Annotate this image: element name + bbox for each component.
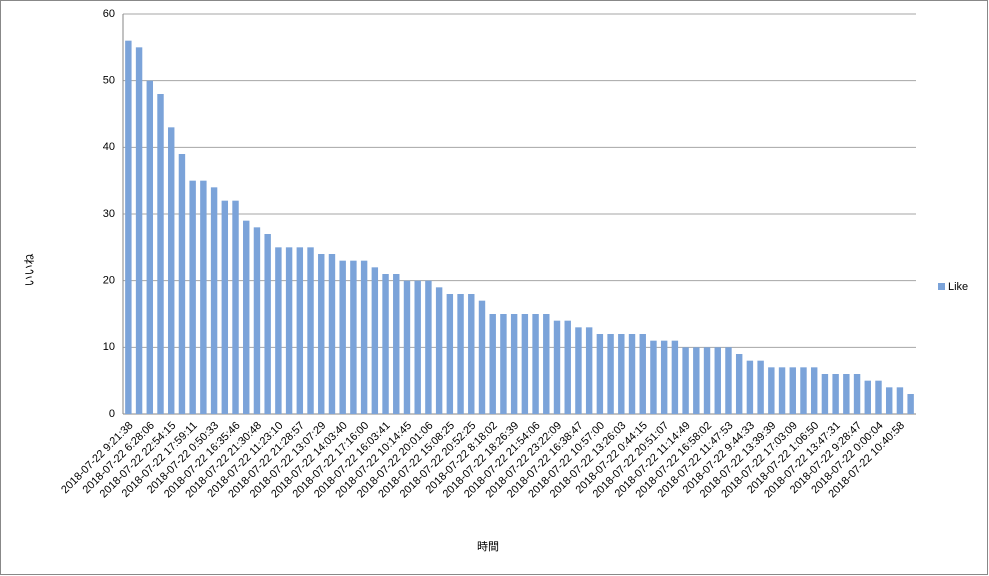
bar [650, 340, 657, 414]
bar [639, 334, 646, 414]
bar [510, 314, 518, 414]
x-axis-title: 時間 [477, 540, 499, 553]
bar [746, 360, 754, 414]
bar [735, 354, 743, 414]
bar [125, 40, 132, 415]
bar [446, 294, 454, 414]
y-tick-label: 0 [109, 408, 115, 420]
bar [864, 380, 871, 414]
bar [778, 367, 786, 414]
bar [725, 347, 732, 414]
bar [275, 247, 282, 414]
bar [296, 247, 304, 414]
bar [800, 367, 807, 414]
bar [789, 367, 796, 414]
bar [682, 347, 689, 414]
bar [907, 394, 914, 414]
bar [457, 294, 464, 414]
bar [596, 334, 604, 414]
bar [810, 367, 818, 414]
bar [478, 300, 486, 414]
bar [382, 274, 389, 414]
bar [757, 360, 764, 414]
bar [532, 314, 539, 414]
y-tick-label: 50 [103, 75, 115, 87]
bar [307, 247, 314, 414]
y-tick-label: 10 [103, 341, 115, 353]
bar [393, 274, 400, 414]
bar [146, 80, 154, 415]
bar [660, 340, 668, 414]
bar [703, 347, 711, 414]
bar [843, 374, 850, 414]
bar [468, 294, 475, 414]
bar [200, 180, 207, 414]
bar [714, 347, 721, 414]
bar [693, 347, 700, 414]
bar [875, 380, 882, 414]
bar [360, 260, 368, 414]
bar [425, 280, 432, 414]
bar [157, 94, 164, 414]
y-tick-label: 30 [103, 208, 115, 220]
bar [435, 287, 443, 414]
bar [371, 267, 379, 414]
bar [628, 334, 636, 414]
bar [221, 200, 229, 414]
bar [243, 220, 250, 414]
bar [896, 387, 904, 414]
bar [328, 254, 336, 414]
bar [253, 227, 261, 414]
bar [671, 340, 679, 414]
y-tick-label: 40 [103, 141, 115, 153]
bar [232, 200, 239, 414]
legend-label: Like [948, 281, 968, 293]
bar [178, 154, 186, 414]
bar [768, 367, 775, 414]
y-axis-title: いいね [23, 254, 36, 287]
bar [575, 327, 582, 414]
y-tick-label: 60 [103, 8, 115, 20]
bar [500, 314, 507, 414]
bar [543, 314, 550, 414]
legend-swatch [938, 283, 945, 290]
bar [618, 334, 625, 414]
bar [339, 260, 346, 414]
bar [585, 327, 593, 414]
bar [168, 127, 175, 414]
bar [832, 374, 839, 414]
bar [264, 234, 271, 414]
bar [189, 180, 196, 414]
bar [210, 187, 218, 414]
bar [135, 47, 143, 414]
bar [607, 334, 614, 414]
bar [564, 320, 571, 414]
bar [853, 374, 861, 414]
bar [285, 247, 293, 414]
bar [489, 314, 496, 414]
y-tick-label: 20 [103, 275, 115, 287]
bar [350, 260, 357, 414]
bar [521, 314, 529, 414]
bar [414, 280, 421, 414]
bar [553, 320, 561, 414]
bar [318, 254, 325, 414]
bar [885, 387, 893, 414]
bar [403, 280, 411, 414]
bar [821, 374, 829, 414]
